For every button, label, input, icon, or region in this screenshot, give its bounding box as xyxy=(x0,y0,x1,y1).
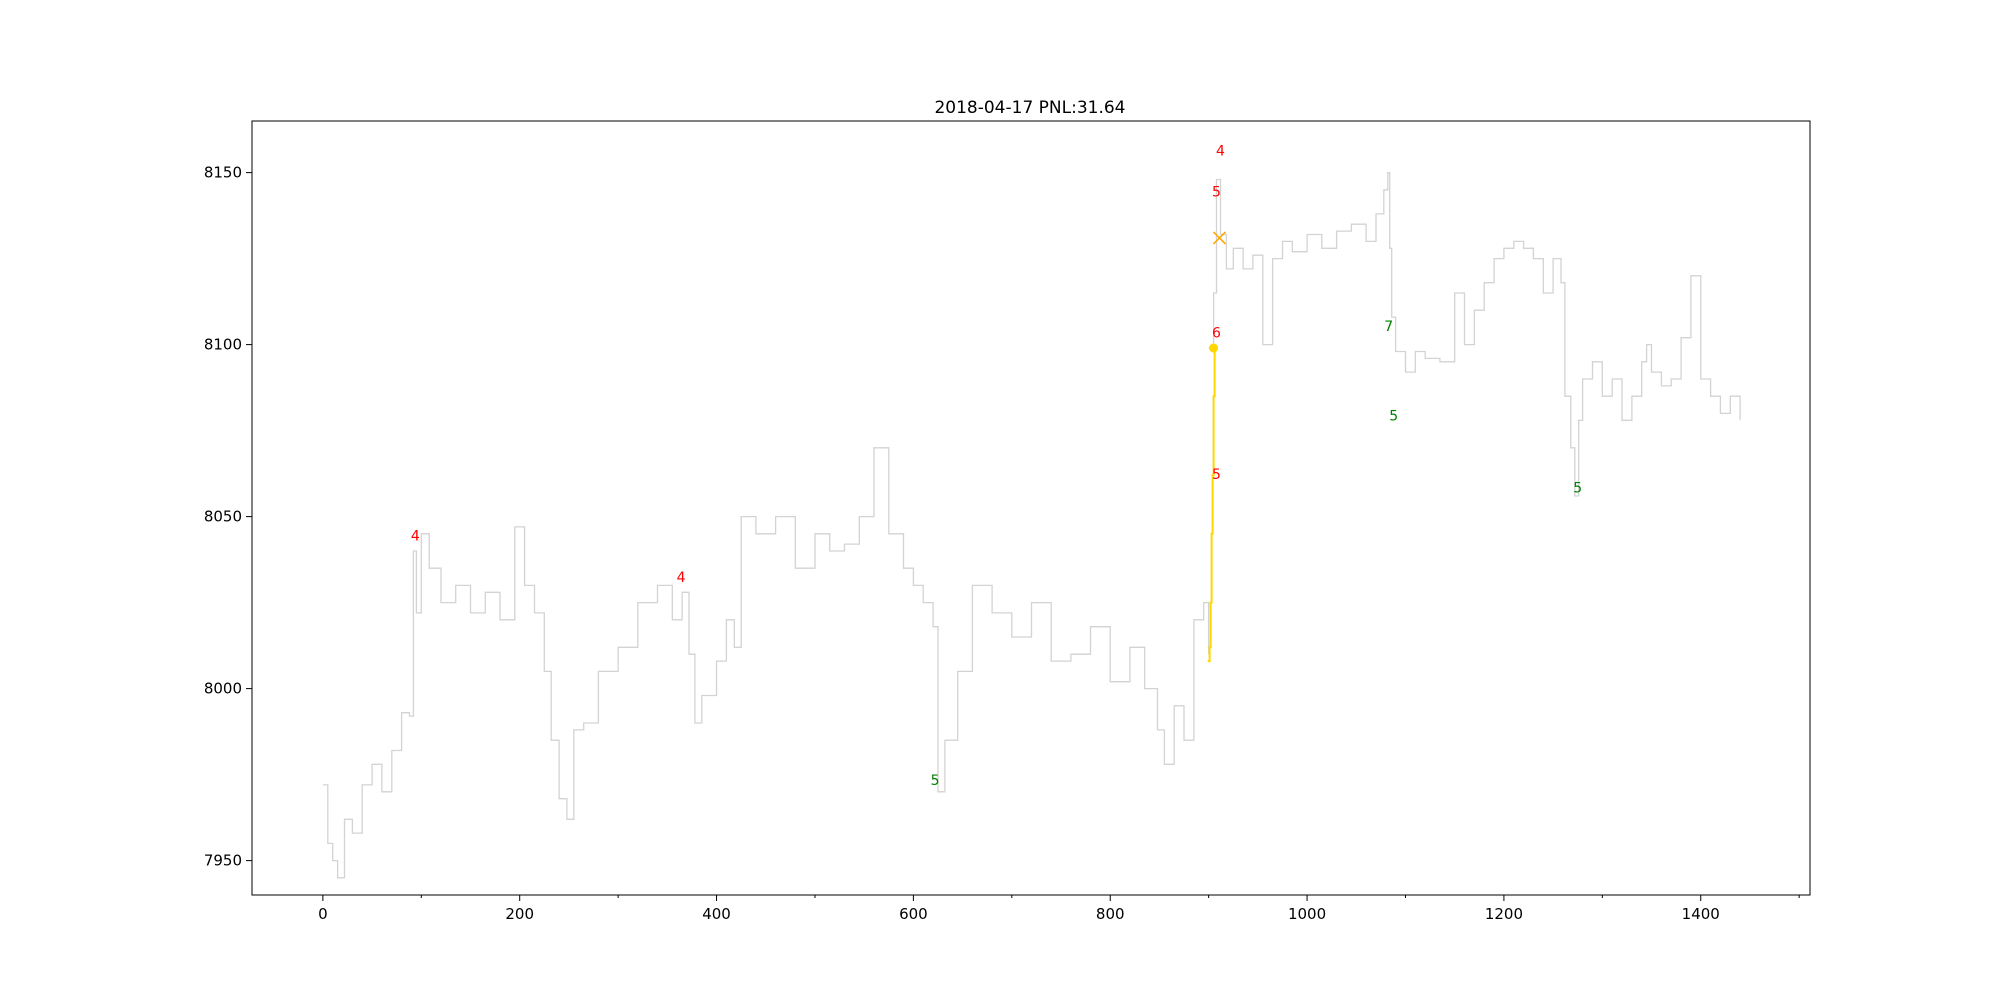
trade-annotation-4: 5 xyxy=(1212,185,1221,201)
x-tick-label: 1000 xyxy=(1288,905,1326,923)
y-tick-label: 8100 xyxy=(204,336,242,354)
x-tick-label: 1200 xyxy=(1485,905,1523,923)
series-line-0 xyxy=(322,447,1210,879)
trade-annotation-3: 4 xyxy=(1216,143,1225,159)
x-tick-label: 200 xyxy=(505,905,534,923)
x-tick-label: 400 xyxy=(702,905,731,923)
axes: 0 200 400 600 800 1000 1200 1400 7950 8000 8050 810… xyxy=(204,164,1800,923)
x-tick-label: 600 xyxy=(899,905,928,923)
trade-annotation-0: 4 xyxy=(411,529,420,545)
entry-marker-dot xyxy=(1209,343,1219,353)
series-line-2 xyxy=(1207,348,1216,663)
trade-annotation-2: 5 xyxy=(931,773,940,789)
chart-title: 2018-04-17 PNL:31.64 xyxy=(934,98,1125,118)
plot-area: 4 4 5 4 5 6 5 7 5 5 xyxy=(322,143,1741,879)
exit-marker-x xyxy=(1212,231,1227,245)
trade-annotation-7: 7 xyxy=(1384,319,1393,335)
x-tick-label: 800 xyxy=(1096,905,1125,923)
trade-annotation-6: 5 xyxy=(1212,467,1221,483)
trade-annotation-9: 5 xyxy=(1573,481,1582,497)
x-tick-label: 1400 xyxy=(1682,905,1720,923)
y-tick-label: 8050 xyxy=(204,508,242,526)
y-tick-label: 8150 xyxy=(204,164,242,182)
y-tick-label: 8000 xyxy=(204,680,242,698)
series-line-1 xyxy=(1208,171,1741,497)
x-tick-label: 0 xyxy=(318,905,328,923)
trade-annotation-5: 6 xyxy=(1212,326,1221,342)
trade-annotation-8: 5 xyxy=(1389,408,1398,424)
trade-annotation-1: 4 xyxy=(677,570,686,586)
y-tick-label: 7950 xyxy=(204,852,242,870)
plot-frame xyxy=(251,120,1811,896)
